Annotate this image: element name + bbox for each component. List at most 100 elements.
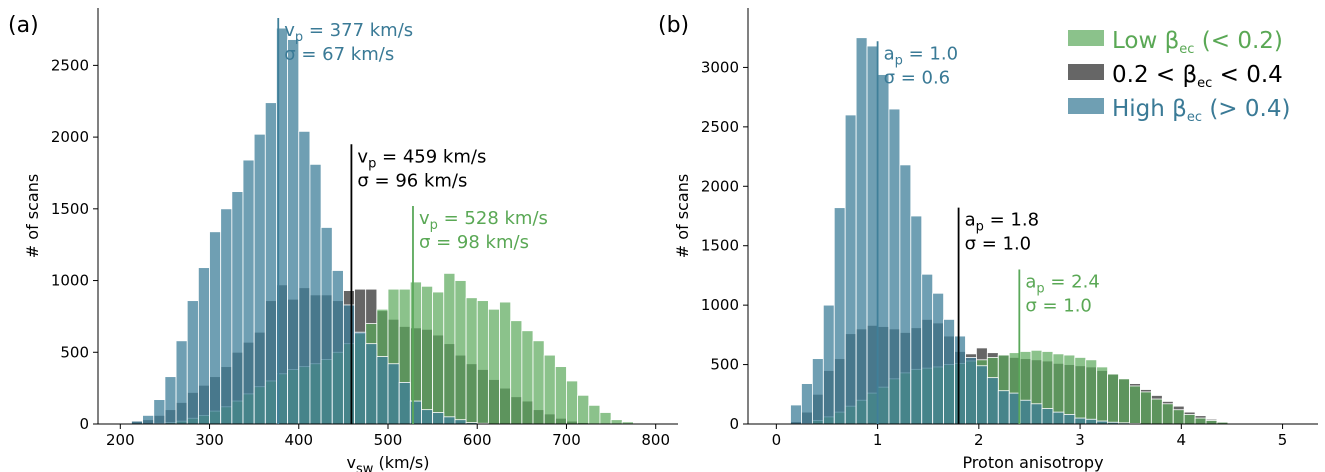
y-tick-label: 0 xyxy=(729,415,739,433)
bar-low xyxy=(1194,417,1207,425)
bar-high xyxy=(142,414,155,425)
annotation-peak-low: vp = 528 km/s xyxy=(419,208,548,233)
bar-high xyxy=(197,267,210,425)
bar-low xyxy=(599,412,612,425)
bar-high xyxy=(253,133,266,425)
x-tick-label: 500 xyxy=(374,431,403,449)
bar-low xyxy=(510,320,523,425)
bar-low xyxy=(1118,378,1130,425)
bar-high xyxy=(1063,414,1076,425)
bar-low xyxy=(588,404,601,425)
x-axis-label: vsw (km/s) xyxy=(346,453,429,472)
bar-low xyxy=(499,301,512,425)
legend-label-mid: 0.2 < βec < 0.4 xyxy=(1112,62,1283,91)
bar-high xyxy=(844,114,857,425)
bar-low xyxy=(1063,354,1076,425)
bar-high xyxy=(309,163,322,425)
bar-high xyxy=(443,416,456,425)
bar-low xyxy=(1205,420,1218,425)
x-tick-label: 200 xyxy=(106,431,135,449)
bar-high xyxy=(409,400,422,425)
x-tick-label: 0 xyxy=(772,431,782,449)
bar-high xyxy=(454,419,467,425)
bar-low xyxy=(1140,391,1152,425)
bar-high xyxy=(801,383,813,425)
bar-low xyxy=(1107,373,1119,425)
panel-a: 200 300 400 500 600 700 800 0 500 1000 1500 2000 250… xyxy=(8,8,678,472)
legend-swatch-low xyxy=(1068,30,1104,46)
x-tick-label: 800 xyxy=(641,431,670,449)
bar-low xyxy=(532,340,545,425)
bar-high xyxy=(943,319,955,425)
bar-high xyxy=(153,399,166,425)
bar-low xyxy=(554,366,567,425)
legend: Low βec (< 0.2) 0.2 < βec < 0.4 High βec (… xyxy=(1068,28,1290,125)
annotation-peak-high: vp = 377 km/s xyxy=(284,20,413,45)
legend-label-high: High βec (> 0.4) xyxy=(1112,96,1290,125)
bar-low xyxy=(421,285,434,425)
bar-high xyxy=(899,164,912,425)
annotation-peak-low: ap = 2.4 xyxy=(1025,271,1099,296)
bar-high xyxy=(342,304,355,425)
bar-high xyxy=(1052,411,1065,425)
x-tick-label: 600 xyxy=(463,431,492,449)
bar-high xyxy=(932,292,945,425)
bar-low xyxy=(1183,414,1196,425)
bar-high xyxy=(1085,418,1098,425)
bar-high xyxy=(242,159,255,425)
bar-high xyxy=(186,300,199,425)
y-tick-label: 2500 xyxy=(701,118,739,136)
bar-high xyxy=(421,409,434,425)
bar-low xyxy=(1085,359,1098,425)
bar-low xyxy=(1096,366,1109,425)
bar-high xyxy=(855,37,868,425)
bar-high xyxy=(790,404,802,425)
annotation-sigma-mid: σ = 1.0 xyxy=(965,234,1032,255)
panel-label: (a) xyxy=(8,13,39,38)
bar-low xyxy=(1161,403,1174,425)
bar-high xyxy=(264,102,277,425)
y-tick-label: 2000 xyxy=(701,177,739,195)
bar-low xyxy=(432,291,445,425)
panel-label: (b) xyxy=(658,13,689,38)
y-axis-label: # of scans xyxy=(673,174,692,258)
bar-low xyxy=(610,419,623,425)
bar-high xyxy=(354,331,367,425)
y-tick-label: 0 xyxy=(79,415,89,433)
legend-swatch-mid xyxy=(1068,64,1104,80)
bar-high xyxy=(365,343,378,425)
annotation-peak-mid: ap = 1.8 xyxy=(965,210,1039,235)
annotation-sigma-mid: σ = 96 km/s xyxy=(357,170,467,191)
bar-high xyxy=(877,74,890,425)
panel-b: 0 1 2 3 4 5 0 500 1000 1500 2000 2500 3000 Proton ani… xyxy=(658,8,1318,472)
bar-low xyxy=(543,354,556,425)
bar-high xyxy=(1041,408,1054,425)
bar-high xyxy=(175,340,188,425)
bar-high xyxy=(866,45,879,425)
bar-high xyxy=(888,108,901,425)
bar-high xyxy=(954,335,966,425)
bar-high xyxy=(833,207,846,425)
bar-low xyxy=(1074,357,1087,425)
bar-low xyxy=(476,300,489,425)
bar-high xyxy=(331,270,344,425)
y-tick-label: 2000 xyxy=(51,128,89,146)
annotation-sigma-low: σ = 1.0 xyxy=(1025,295,1092,316)
bar-low xyxy=(443,272,456,425)
bar-low xyxy=(465,297,478,425)
x-tick-label: 700 xyxy=(552,431,581,449)
bar-high xyxy=(287,39,300,425)
bar-high xyxy=(811,358,824,425)
bar-high xyxy=(398,381,411,425)
bar-high xyxy=(231,191,244,425)
bar-high xyxy=(976,365,988,425)
bar-high xyxy=(822,304,835,425)
annotation-sigma-high: σ = 67 km/s xyxy=(284,44,394,65)
x-tick-label: 4 xyxy=(1177,431,1187,449)
bar-high xyxy=(910,215,923,425)
y-tick-label: 1500 xyxy=(701,237,739,255)
y-tick-label: 500 xyxy=(60,343,89,361)
bar-low xyxy=(454,280,467,425)
bar-high xyxy=(209,231,222,425)
bar-low xyxy=(1172,409,1185,425)
